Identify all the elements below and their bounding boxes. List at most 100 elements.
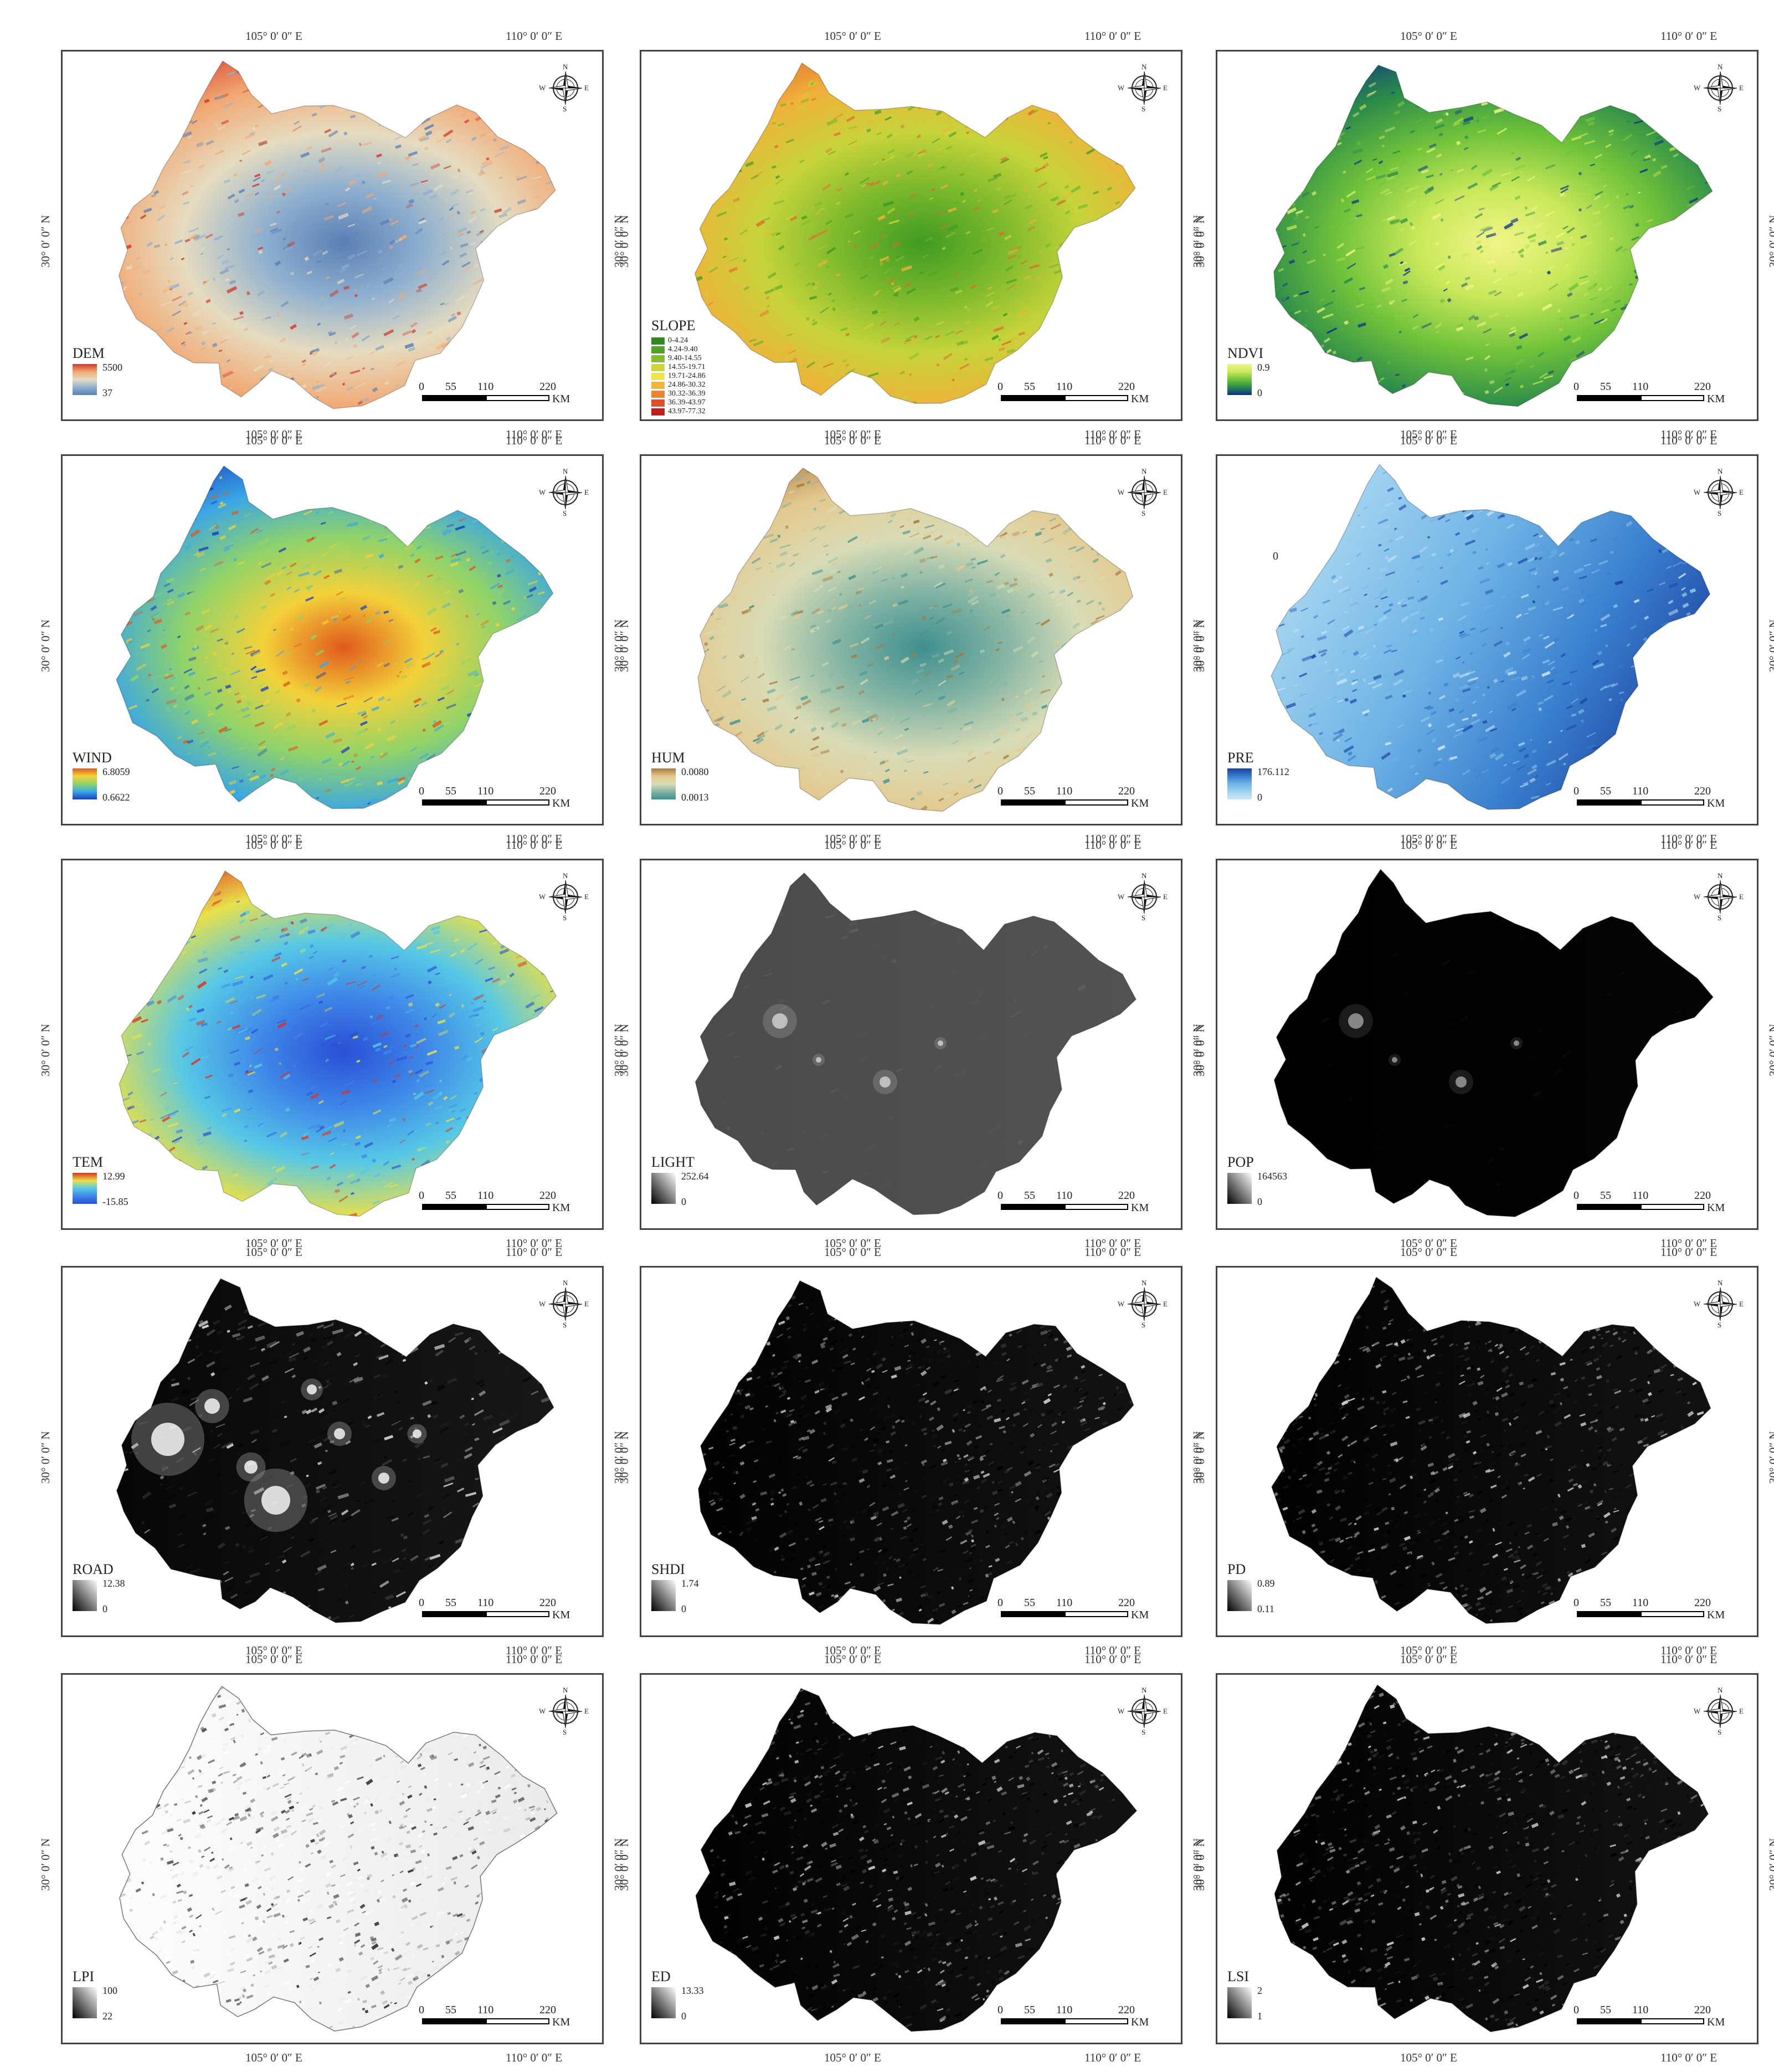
compass-e-label: E <box>1163 488 1168 496</box>
scale-tick-110: 110 <box>1632 785 1649 797</box>
lon-label-right-bottom: 110° 0′ 0″ E <box>1084 1644 1141 1657</box>
legend-max-value: 176.112 <box>1257 766 1289 777</box>
legend-min-value: 0.6622 <box>102 792 130 803</box>
legend-class-label: 24.86-30.32 <box>668 381 706 389</box>
scale-tick-55: 55 <box>1024 785 1035 797</box>
map-panel-road: 105° 0′ 0″ E 110° 0′ 0″ E 105° 0′ 0″ E 1… <box>39 1245 625 1657</box>
scale-tick-0: 0 <box>1574 381 1579 393</box>
lon-label-left-bottom: 105° 0′ 0″ E <box>245 2051 302 2064</box>
scale-tick-220: 220 <box>1118 1189 1135 1202</box>
scale-bar-black <box>1001 1204 1065 1210</box>
compass-w-label: W <box>539 1707 546 1715</box>
scale-bar-white <box>1065 799 1128 806</box>
lat-label-left: 30° 0′ 0″ N <box>617 215 631 268</box>
compass-e-label: E <box>1739 1707 1744 1715</box>
scale-bar-white <box>1641 1611 1704 1617</box>
scale-unit: KM <box>552 1609 570 1621</box>
lon-label-left-bottom: 105° 0′ 0″ E <box>1400 1644 1457 1657</box>
scale-bar: 0 55 110 220 KM <box>1574 1189 1725 1214</box>
scale-tick-220: 220 <box>1694 2004 1711 2016</box>
compass-n-label: N <box>1718 1686 1723 1694</box>
scale-tick-55: 55 <box>445 2004 456 2016</box>
legend-color-ramp <box>73 1987 97 2018</box>
map-panel-pre: 105° 0′ 0″ E 110° 0′ 0″ E 105° 0′ 0″ E 1… <box>1194 434 1774 845</box>
compass-s-label: S <box>563 1728 567 1736</box>
legend-dem: DEM 5500 37 <box>73 345 183 406</box>
lon-label-right-bottom: 110° 0′ 0″ E <box>1084 1237 1141 1250</box>
legend-max-value: 100 <box>102 1985 117 1996</box>
legend-min-value: 0 <box>1257 1196 1262 1207</box>
compass-s-label: S <box>1141 914 1146 922</box>
scale-bar-white <box>1641 799 1704 806</box>
legend-max-value: 164563 <box>1257 1171 1287 1182</box>
scale-tick-220: 220 <box>1694 381 1711 393</box>
map-panel-light: 105° 0′ 0″ E 110° 0′ 0″ E 105° 0′ 0″ E 1… <box>618 838 1204 1250</box>
scale-bar: 0 55 110 220 KM <box>1574 381 1725 405</box>
scale-tick-0: 0 <box>1574 1189 1579 1202</box>
region-map <box>1273 64 1713 407</box>
lon-label-left-top: 105° 0′ 0″ E <box>1400 838 1457 852</box>
scale-tick-55: 55 <box>1600 2004 1611 2016</box>
compass-w-label: W <box>1694 1707 1701 1715</box>
legend-max-value: 12.99 <box>102 1171 125 1182</box>
legend-title: ROAD <box>73 1561 114 1577</box>
compass-n-label: N <box>1141 1686 1147 1694</box>
lon-label-left-top: 105° 0′ 0″ E <box>245 29 302 43</box>
lon-label-right-top: 110° 0′ 0″ E <box>1084 29 1141 43</box>
scale-bar: 0 55 110 220 KM <box>419 2004 570 2028</box>
lon-label-right-top: 110° 0′ 0″ E <box>1660 1653 1718 1666</box>
scale-tick-110: 110 <box>1056 785 1073 797</box>
scale-bar: 0 55 110 220 KM <box>419 1189 570 1214</box>
legend-max-value: 1.74 <box>681 1578 699 1589</box>
scale-unit: KM <box>1131 393 1149 405</box>
legend-class-label: 19.71-24.86 <box>668 372 706 380</box>
scale-unit: KM <box>1131 1202 1149 1214</box>
compass-w-label: W <box>1118 893 1125 901</box>
compass-n-label: N <box>1718 871 1723 880</box>
legend-title: PRE <box>1227 750 1254 766</box>
compass-e-label: E <box>584 488 589 496</box>
legend-pd: PD 0.89 0.11 <box>1227 1561 1338 1622</box>
compass-s-label: S <box>563 1321 567 1329</box>
scale-bar-white <box>1065 1611 1128 1617</box>
legend-max-value: 0.0080 <box>681 766 709 777</box>
compass-w-label: W <box>1694 84 1701 92</box>
region-map <box>116 1278 554 1623</box>
legend-min-value: 0.11 <box>1257 1603 1274 1614</box>
legend-class-label: 14.55-19.71 <box>668 363 706 371</box>
region-map <box>116 465 554 809</box>
region-outline <box>695 872 1137 1215</box>
compass-e-label: E <box>1739 488 1744 496</box>
compass-n-label: N <box>1141 1279 1147 1287</box>
compass-e-label: E <box>584 84 589 92</box>
legend-color-ramp <box>1227 1580 1252 1611</box>
region-outline <box>1273 869 1714 1218</box>
scale-bar: 0 55 110 220 KM <box>1574 2004 1725 2028</box>
scale-tick-220: 220 <box>539 381 556 393</box>
legend-color-ramp <box>651 1987 676 2018</box>
scale-bar: 0 55 110 220 KM <box>419 1597 570 1621</box>
legend-max-value: 5500 <box>102 362 122 373</box>
compass-s-label: S <box>1718 914 1722 922</box>
scale-tick-110: 110 <box>477 381 494 393</box>
compass-e-label: E <box>1163 893 1168 901</box>
map-panel-hum: 105° 0′ 0″ E 110° 0′ 0″ E 105° 0′ 0″ E 1… <box>618 434 1204 845</box>
region-map <box>697 467 1134 812</box>
legend-ed: ED 13.33 0 <box>651 1968 762 2029</box>
compass-n-label: N <box>563 63 568 71</box>
region-map <box>695 62 1136 404</box>
scale-bar-white <box>486 1611 549 1617</box>
legend-min-value: 0 <box>681 1196 686 1207</box>
scale-bar-white <box>1065 2018 1128 2024</box>
scale-tick-55: 55 <box>1024 2004 1035 2016</box>
legend-class: 0-4.24 <box>651 336 706 345</box>
legend-max-value: 252.64 <box>681 1171 709 1182</box>
lon-label-left-top: 105° 0′ 0″ E <box>245 838 302 852</box>
map-panel-dem: 105° 0′ 0″ E 110° 0′ 0″ E 105° 0′ 0″ E 1… <box>39 29 625 441</box>
scale-tick-0: 0 <box>419 2004 424 2016</box>
compass-s-label: S <box>563 105 567 113</box>
legend-min-value: 0 <box>1257 792 1262 803</box>
legend-max-value: 13.33 <box>681 1985 704 1996</box>
scale-bar-black <box>1001 2018 1065 2024</box>
scale-bar-black <box>1001 799 1065 806</box>
